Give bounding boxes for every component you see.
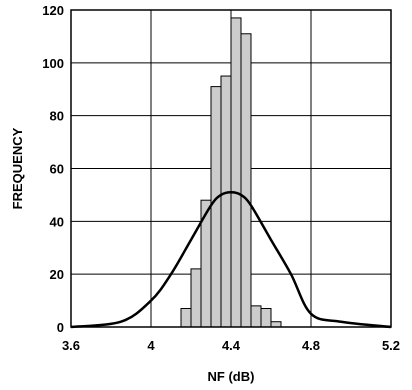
y-tick-label: 20: [50, 267, 64, 282]
y-tick-label: 40: [50, 214, 64, 229]
y-tick-labels: 0 20 40 60 80 100 120: [42, 3, 64, 335]
x-tick-label: 4.8: [302, 338, 320, 353]
x-tick-label: 4.4: [222, 338, 241, 353]
histogram-bar: [210, 86, 222, 328]
x-tick-labels: 3.6 4 4.4 4.8 5.2: [62, 338, 400, 353]
distribution-curve: [70, 191, 392, 329]
y-tick-label: 120: [42, 3, 64, 18]
y-tick-label: 100: [42, 56, 64, 71]
histogram-bar: [230, 17, 242, 328]
x-tick-label: 4: [147, 338, 155, 353]
histogram-bar: [270, 321, 282, 328]
histogram-bar: [180, 308, 192, 328]
y-tick-label: 60: [50, 162, 64, 177]
x-axis-label: NF (dB): [208, 369, 255, 384]
plot-border: [70, 9, 392, 328]
histogram-bar: [260, 308, 272, 328]
distribution-curve-group: [70, 191, 392, 329]
histogram-bar: [250, 305, 262, 328]
y-tick-label: 0: [57, 320, 64, 335]
x-tick-label: 3.6: [62, 338, 80, 353]
histogram-bar: [190, 268, 202, 328]
histogram-bar: [220, 75, 232, 328]
plot-frame: [70, 9, 392, 328]
x-tick-label: 5.2: [382, 338, 400, 353]
y-tick-label: 80: [50, 109, 64, 124]
histogram-bars: [180, 17, 282, 328]
y-axis-label: FREQUENCY: [10, 127, 25, 209]
histogram-bar: [240, 33, 252, 328]
